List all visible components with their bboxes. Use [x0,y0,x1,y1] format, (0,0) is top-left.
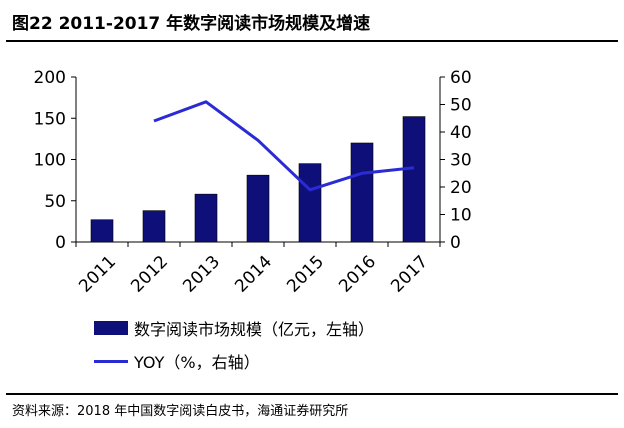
bar-2013 [194,193,218,243]
right-axis-tick-label: 0 [450,233,461,253]
bar-2011 [90,219,114,243]
chart-title-bar: 图22 2011-2017 年数字阅读市场规模及增速 [6,4,618,38]
left-axis-tick-label: 150 [34,109,66,129]
legend-item-bars: 数字阅读市场规模（亿元，左轴） [94,316,374,340]
x-axis-tick-label: 2012 [127,252,172,297]
legend-line-swatch [94,359,128,363]
right-axis-tick-label: 20 [450,178,472,198]
bar-2016 [350,142,374,243]
left-axis-tick-label: 50 [44,192,66,212]
right-axis-tick-label: 40 [450,123,472,143]
bar-2014 [246,174,270,243]
x-axis-tick-label: 2014 [231,252,276,297]
legend-line-label: YOY（%，右轴） [134,353,260,372]
bar-2017 [402,116,426,243]
right-axis-tick-label: 10 [450,206,472,226]
x-axis-tick-label: 2013 [179,252,224,297]
legend-bar-swatch [94,321,128,335]
chart-title: 图22 2011-2017 年数字阅读市场规模及增速 [12,13,371,34]
right-axis-tick-label: 30 [450,151,472,171]
legend-item-line: YOY（%，右轴） [94,349,260,373]
bar-2015 [298,163,322,243]
bar-2012 [142,210,166,243]
right-axis-tick-label: 60 [450,68,472,88]
source-note: 资料来源：2018 年中国数字阅读白皮书，海通证券研究所 [12,404,349,419]
x-axis-tick-label: 2011 [75,252,120,297]
right-axis-tick-label: 50 [450,96,472,116]
legend-bar-label: 数字阅读市场规模（亿元，左轴） [134,320,375,339]
left-axis-tick-label: 0 [55,233,66,253]
x-axis-tick-label: 2017 [387,252,432,297]
yoy-line [153,100,415,192]
left-axis-tick-label: 100 [34,151,66,171]
left-axis-tick-label: 200 [34,68,66,88]
x-axis-tick-label: 2015 [283,252,328,297]
footer-divider [6,393,618,395]
x-axis-tick-label: 2016 [335,252,380,297]
title-divider [6,40,618,42]
